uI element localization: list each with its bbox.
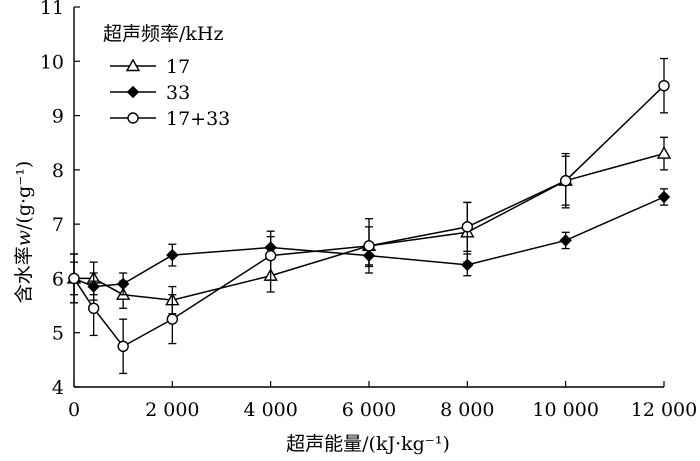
axes: 4 5 6 7 8 9 10 11 0 2 000 4 000 6 000 8 000 10 000 12 … [40,0,697,421]
diamond-marker [461,258,474,272]
series-17+33 [68,57,670,375]
y-axis-label-unit: /(g·g⁻¹) [13,161,35,230]
x-tick-label: 2 000 [145,399,199,421]
legend: 超声频率/kHz 17 33 17+33 [103,23,230,130]
circle-marker [127,112,139,124]
x-tick-label: 6 000 [342,399,396,421]
series-line [73,85,665,348]
diamond-marker [559,234,572,247]
circle-marker [264,249,277,262]
y-tick-label: 5 [52,323,64,345]
circle-marker [68,272,80,285]
legend-entry-17+33: 17+33 [110,108,230,130]
y-axis-label-main: 含水率 [13,246,35,303]
x-axis-label: 超声能量/(kJ·kg⁻¹) [286,433,450,455]
legend-label: 33 [166,82,190,104]
y-tick-label: 7 [52,214,64,236]
series-layer [66,57,672,375]
x-tick-label: 4 000 [243,399,297,421]
circle-marker [117,340,129,352]
legend-entry-33: 33 [110,82,190,104]
y-tick-label: 8 [52,160,64,182]
legend-entry-17: 17 [110,56,190,78]
circle-marker [363,240,375,252]
diamond-marker [116,277,130,291]
x-tick-label: 10 000 [532,399,598,421]
circle-marker [87,302,100,314]
circle-marker [461,221,474,233]
y-tick-label: 9 [52,106,64,128]
triangle-marker [656,146,672,159]
y-axis-label: 含水率w/(g·g⁻¹) [13,161,35,304]
x-tick-label: 0 [68,399,80,421]
y-axis-label-var: w [13,230,35,246]
diamond-marker [126,85,140,99]
legend-label: 17 [166,56,190,78]
x-tick-label: 12 000 [631,399,697,421]
circle-marker [166,313,179,325]
diamond-marker [657,190,671,204]
x-tick-label: 8 000 [440,399,494,421]
y-tick-label: 6 [52,268,64,290]
y-tick-label: 10 [40,51,64,73]
legend-title: 超声频率/kHz [103,23,224,45]
circle-marker [658,80,670,92]
y-tick-label: 4 [52,377,64,399]
circle-marker [559,175,572,187]
legend-label: 17+33 [166,108,230,130]
diamond-marker [166,248,179,262]
y-tick-label: 11 [40,0,64,19]
triangle-marker [125,58,141,72]
